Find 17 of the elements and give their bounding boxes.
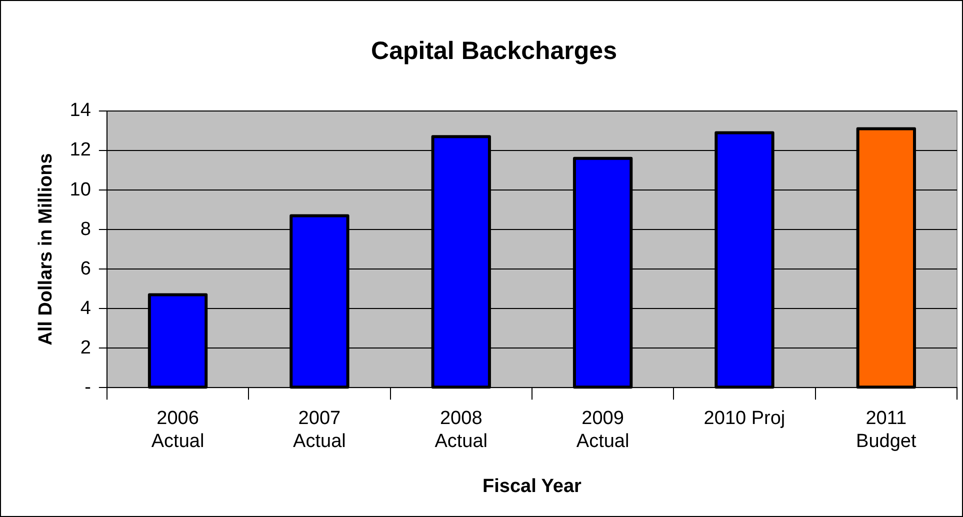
y-tick-label: 14 [70,100,92,122]
y-axis-title: All Dollars in Millions [36,153,57,346]
y-tick-label: 10 [70,179,91,200]
y-tick-label: 2 [80,337,91,358]
y-tick-label: 8 [80,218,91,240]
y-tick-label: 12 [70,140,91,161]
y-tick-label: 6 [80,258,91,280]
x-axis-title: Fiscal Year [482,476,582,497]
x-tick-label: 2009 Actual [576,408,630,452]
chart-title: Capital Backcharges [371,36,617,65]
x-tick-label: 2007 Actual [293,408,346,452]
y-tick-label: 4 [80,298,92,319]
x-tick-label: 2006 Actual [151,408,204,452]
x-tick-label: 2010 Proj [704,408,786,430]
y-tick-label: - [84,376,91,398]
x-tick-label: 2011 Budget [856,408,917,452]
x-tick-label: 2008 Actual [434,408,488,452]
